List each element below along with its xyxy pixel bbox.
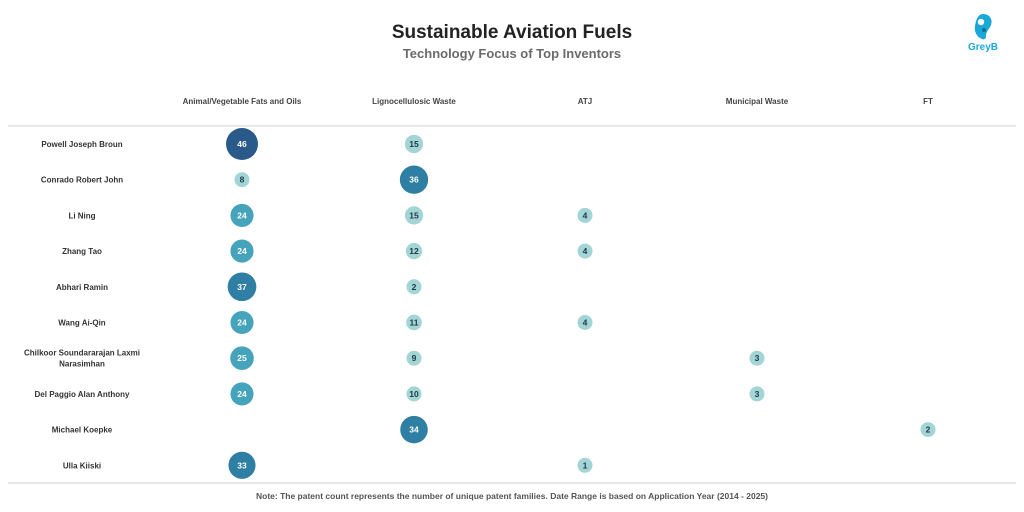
bubble bbox=[577, 315, 593, 330]
bubble-value-label: 46 bbox=[237, 139, 247, 149]
bubble-value-label: 3 bbox=[755, 353, 760, 363]
bubble bbox=[405, 242, 423, 260]
bubble-value-label: 24 bbox=[237, 318, 247, 328]
inventor-label: Li Ning bbox=[68, 211, 95, 220]
bubble bbox=[406, 350, 422, 366]
bubble bbox=[406, 279, 422, 295]
greyb-logo: GreyB bbox=[962, 12, 1004, 58]
logo-text: GreyB bbox=[967, 42, 998, 53]
inventor-label: Chilkoor Soundararajan Laxmi bbox=[24, 349, 140, 358]
bubble bbox=[577, 243, 593, 259]
bubble-value-label: 1 bbox=[583, 460, 588, 470]
bubble-value-label: 24 bbox=[237, 210, 247, 220]
bubble bbox=[228, 451, 256, 479]
bubble-value-label: 24 bbox=[237, 246, 247, 256]
bubble-value-label: 36 bbox=[409, 175, 419, 185]
inventor-label: Powell Joseph Broun bbox=[41, 140, 122, 149]
bubble bbox=[749, 386, 765, 402]
bubble-value-label: 33 bbox=[237, 460, 247, 470]
bubble bbox=[404, 206, 424, 225]
bubble-value-label: 4 bbox=[583, 318, 588, 328]
inventor-label: Abhari Ramin bbox=[56, 283, 108, 292]
bubble-value-label: 4 bbox=[583, 210, 588, 220]
column-header: Municipal Waste bbox=[726, 97, 789, 106]
chart-subtitle: Technology Focus of Top Inventors bbox=[402, 46, 622, 61]
bubble bbox=[399, 165, 429, 194]
bubble-value-label: 10 bbox=[409, 389, 419, 399]
bubble bbox=[230, 346, 254, 370]
bubble bbox=[577, 457, 593, 473]
column-header: ATJ bbox=[578, 97, 593, 106]
bubble bbox=[230, 382, 254, 406]
bubble bbox=[920, 422, 936, 438]
bubble-value-label: 3 bbox=[755, 389, 760, 399]
footnote: Note: The patent count represents the nu… bbox=[255, 491, 768, 501]
bubble bbox=[230, 203, 254, 227]
bubble-value-label: 34 bbox=[409, 425, 419, 435]
bubble-value-label: 11 bbox=[410, 318, 419, 328]
bubble-value-label: 9 bbox=[412, 353, 417, 363]
bubble bbox=[749, 350, 765, 366]
inventor-label: Narasimhan bbox=[59, 360, 105, 369]
bubble bbox=[406, 386, 422, 402]
bubble-value-label: 15 bbox=[409, 210, 419, 220]
bubble bbox=[404, 134, 424, 154]
greyb-logo-icon bbox=[974, 14, 992, 40]
inventor-label: Del Paggio Alan Anthony bbox=[35, 390, 131, 399]
bubble bbox=[230, 310, 254, 335]
bubble bbox=[234, 172, 250, 188]
bubble-value-label: 8 bbox=[240, 175, 245, 185]
bubble-value-label: 25 bbox=[237, 353, 247, 363]
inventor-label: Ulla Kiiski bbox=[63, 461, 101, 470]
bubble-value-label: 15 bbox=[409, 139, 419, 149]
inventor-label: Wang Ai-Qin bbox=[58, 319, 106, 328]
column-header: Animal/Vegetable Fats and Oils bbox=[183, 97, 302, 106]
bubble bbox=[226, 128, 258, 160]
inventor-label: Conrado Robert John bbox=[41, 176, 123, 185]
bubble bbox=[230, 239, 254, 263]
bubble bbox=[577, 207, 593, 223]
inventor-label: Zhang Tao bbox=[62, 247, 102, 256]
bubble-value-label: 2 bbox=[412, 282, 417, 292]
column-header: Lignocellulosic Waste bbox=[372, 97, 456, 106]
bubble bbox=[227, 272, 257, 302]
chart-title: Sustainable Aviation Fuels bbox=[391, 22, 633, 43]
bubble-value-label: 37 bbox=[237, 282, 247, 292]
column-header: FT bbox=[923, 97, 933, 106]
bubble bbox=[406, 314, 422, 331]
bubble-value-label: 24 bbox=[237, 389, 247, 399]
bubble bbox=[400, 415, 428, 444]
inventor-label: Michael Koepke bbox=[52, 426, 113, 435]
bubble-value-label: 4 bbox=[583, 246, 588, 256]
bubble-value-label: 2 bbox=[926, 425, 931, 435]
bubble-value-label: 12 bbox=[409, 246, 419, 256]
